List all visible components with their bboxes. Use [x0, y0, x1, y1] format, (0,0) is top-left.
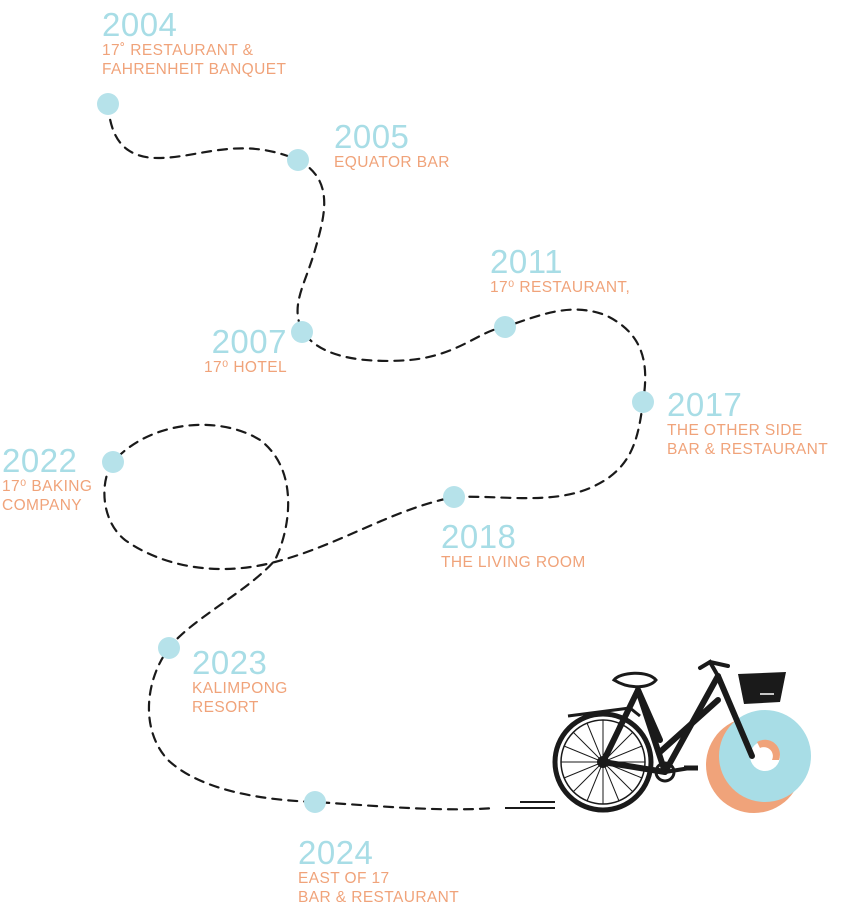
milestone-label: KALIMPONG [192, 680, 288, 697]
milestone-2004: 2004 17˚ RESTAURANT & FAHRENHEIT BANQUET [102, 8, 286, 79]
milestone-year: 2023 [192, 644, 268, 681]
milestone-label: FAHRENHEIT BANQUET [102, 60, 287, 78]
timeline-dot-2005 [287, 149, 309, 171]
bicycle-illustration [505, 659, 811, 813]
timeline-dot-2017 [632, 391, 654, 413]
milestone-label: 17⁰ BAKING [2, 478, 93, 495]
timeline-dot-2018 [443, 486, 465, 508]
milestone-label: BAR & RESTAURANT [667, 440, 829, 458]
milestone-2024: 2024 EAST OF 17 BAR & RESTAURANT [298, 836, 459, 907]
timeline-dot-2004 [97, 93, 119, 115]
milestone-label: THE LIVING ROOM [441, 554, 586, 571]
milestone-year: 2017 [667, 386, 743, 423]
timeline-dot-2007 [291, 321, 313, 343]
milestone-year: 2024 [298, 834, 374, 871]
milestone-label: EAST OF 17 [298, 870, 390, 887]
milestone-label: 17⁰ HOTEL [203, 359, 287, 376]
milestone-2018: 2018 THE LIVING ROOM [441, 520, 586, 573]
milestone-label: EQUATOR BAR [334, 154, 450, 171]
milestone-year: 2018 [441, 518, 517, 555]
timeline-dot-2011 [494, 316, 516, 338]
timeline-dashed-route [103, 102, 647, 811]
milestone-label: THE OTHER SIDE [667, 422, 803, 439]
milestone-2022: 2022 17⁰ BAKING COMPANY [2, 444, 92, 515]
milestone-2011: 2011 17⁰ RESTAURANT, [490, 245, 630, 298]
milestone-label: BAR & RESTAURANT [298, 888, 460, 906]
milestone-year: 2011 [490, 243, 563, 280]
milestone-label: 17˚ RESTAURANT & [102, 42, 254, 59]
milestone-year: 2004 [102, 6, 178, 43]
timeline-dot-2023 [158, 637, 180, 659]
milestone-label: RESORT [192, 698, 259, 716]
timeline-dot-2024 [304, 791, 326, 813]
milestone-year: 2022 [2, 442, 78, 479]
bicycle-basket [738, 672, 786, 704]
milestone-label: COMPANY [2, 496, 83, 514]
milestone-year: 2007 [211, 323, 287, 360]
milestone-2005: 2005 EQUATOR BAR [334, 120, 450, 173]
front-wheel-hub-accent [757, 739, 780, 760]
milestone-label: 17⁰ RESTAURANT, [490, 279, 631, 296]
handlebar [698, 659, 730, 678]
milestone-year: 2005 [334, 118, 410, 155]
timeline-dots [97, 93, 654, 813]
timeline-dot-2022 [102, 451, 124, 473]
bicycle-seat [611, 671, 658, 694]
milestone-2017: 2017 THE OTHER SIDE BAR & RESTAURANT [667, 388, 828, 459]
milestone-2007: 2007 17⁰ HOTEL [150, 325, 287, 378]
milestone-2023: 2023 KALIMPONG RESORT [192, 646, 288, 717]
pedal-crank [654, 761, 698, 783]
bicycle-frame [600, 673, 755, 775]
